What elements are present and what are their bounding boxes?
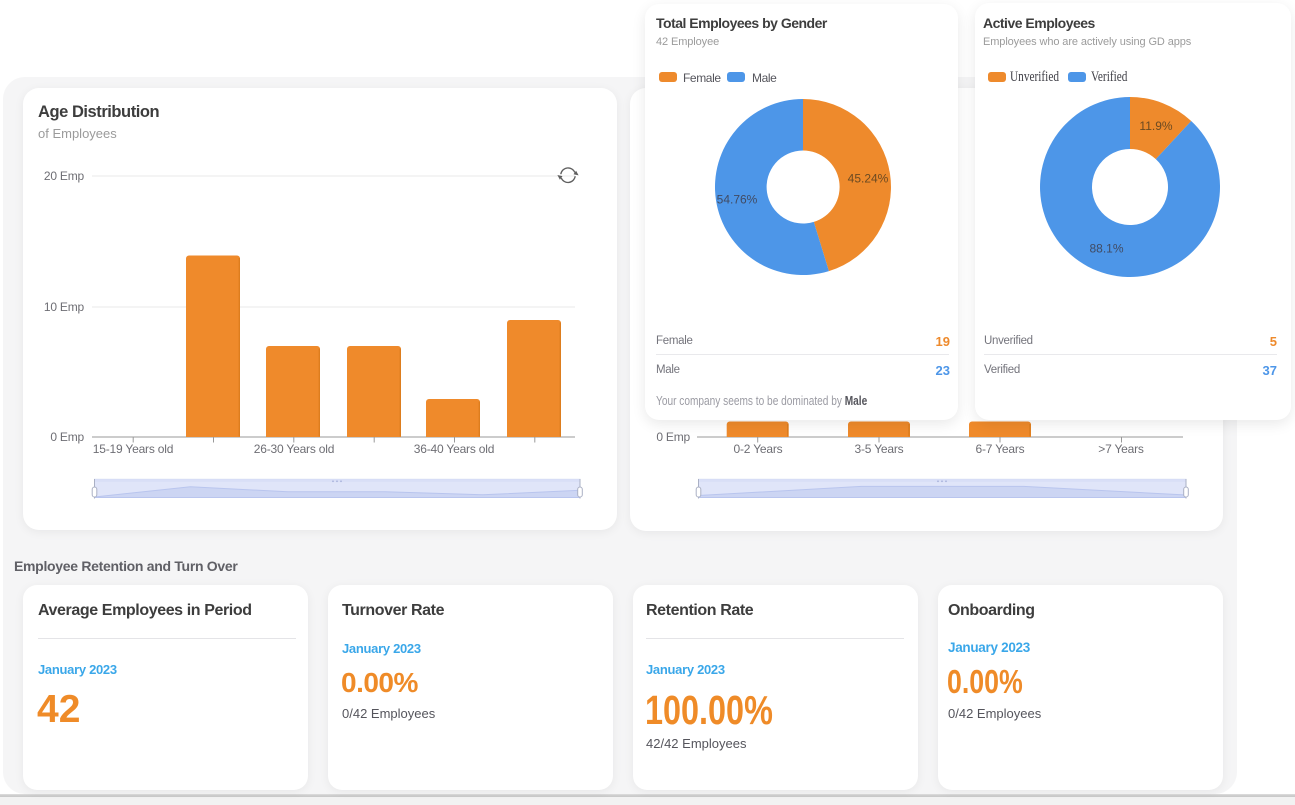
svg-text:54.76%: 54.76% [717, 193, 758, 207]
svg-text:45.24%: 45.24% [848, 172, 889, 186]
svg-text:11.9%: 11.9% [1139, 119, 1172, 133]
svg-text:88.1%: 88.1% [1089, 242, 1123, 256]
